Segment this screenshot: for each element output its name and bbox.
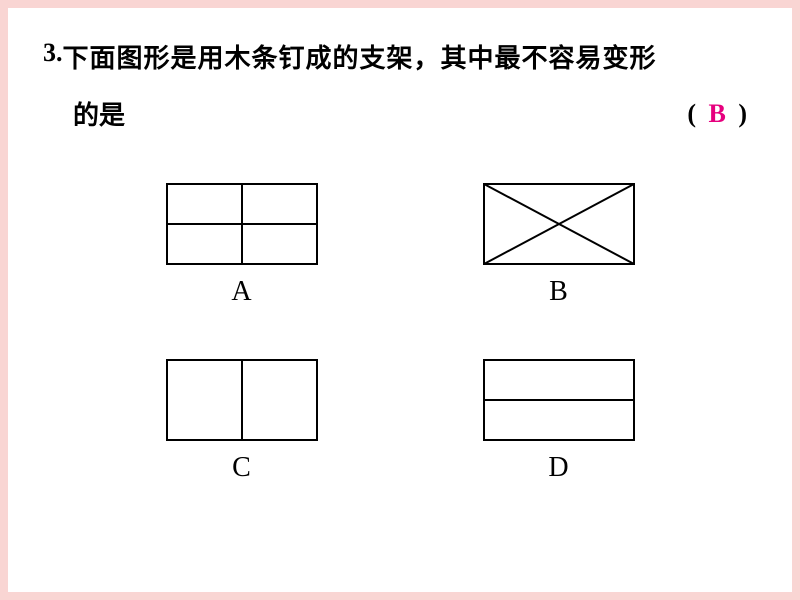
option-C: C — [165, 358, 319, 484]
option-label-C: C — [232, 452, 251, 484]
question-number: 3. — [43, 38, 63, 68]
paren-left: ( — [687, 99, 696, 128]
question-text-1: 下面图形是用木条钉成的支架，其中最不容易变形 — [63, 38, 657, 75]
option-label-D: D — [548, 452, 568, 484]
diagram-B — [482, 182, 636, 266]
diagram-D — [482, 358, 636, 442]
slide-content: 3. 下面图形是用木条钉成的支架，其中最不容易变形 的是 ( B ) A B — [8, 8, 792, 592]
options-grid: A B C D — [43, 182, 757, 484]
diagram-C — [165, 358, 319, 442]
answer-letter: B — [702, 99, 731, 128]
diagram-A — [165, 182, 319, 266]
option-label-A: A — [231, 276, 251, 308]
option-D: D — [482, 358, 636, 484]
option-B: B — [482, 182, 636, 308]
question-line-1: 3. 下面图形是用木条钉成的支架，其中最不容易变形 — [43, 38, 757, 75]
option-label-B: B — [549, 276, 568, 308]
answer-parentheses: ( B ) — [687, 99, 747, 129]
question-line-2: 的是 ( B ) — [43, 95, 757, 132]
option-A: A — [165, 182, 319, 308]
paren-right: ) — [738, 99, 747, 128]
question-text-2: 的是 — [73, 95, 125, 132]
